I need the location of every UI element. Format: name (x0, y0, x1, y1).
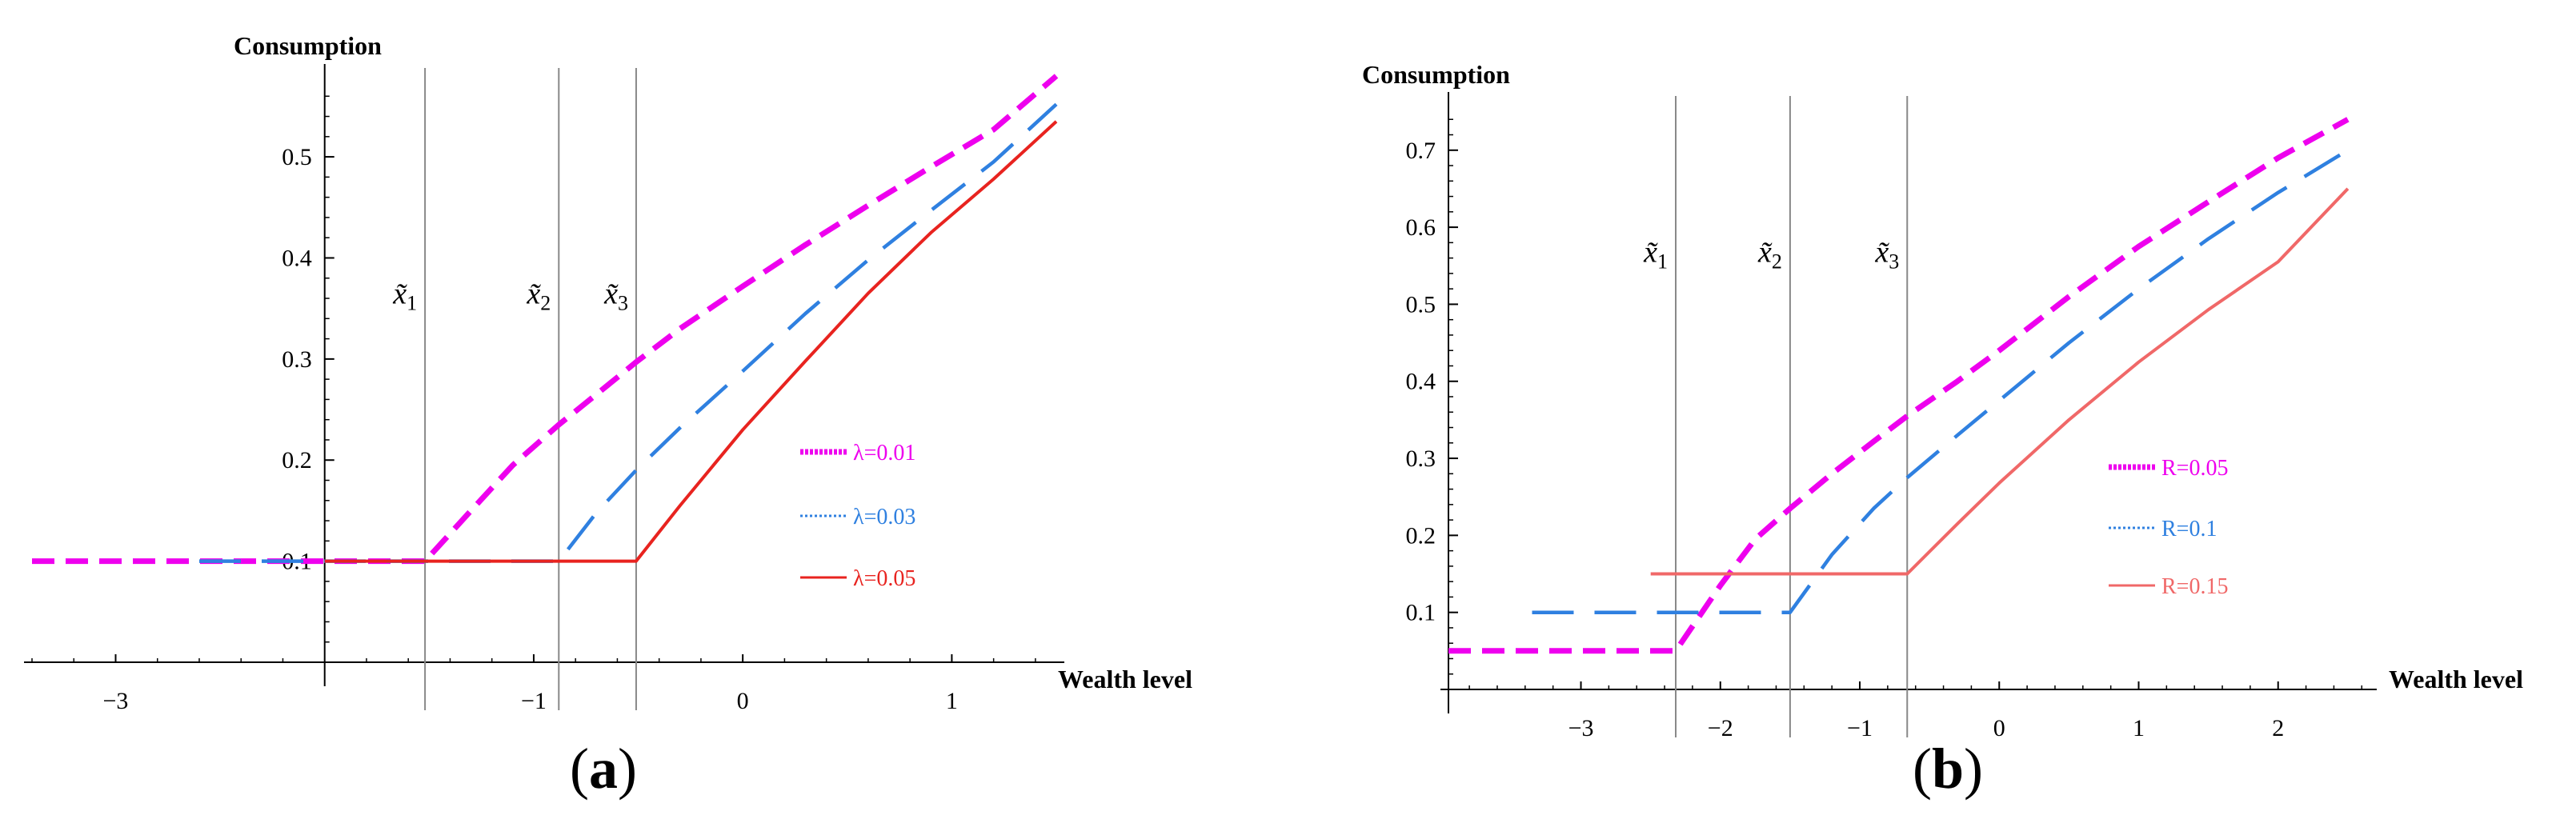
caption-b-letter: b (1931, 737, 1965, 801)
y-tick-label: 0.2 (282, 447, 312, 473)
threshold-label: x̃3 (1874, 235, 1899, 273)
threshold-label: x̃2 (1757, 235, 1782, 273)
x-tick-label: −3 (103, 688, 129, 714)
caption-a: (a) (570, 736, 637, 802)
caption-b-open: ( (1913, 737, 1932, 801)
y-tick-label: 0.3 (282, 346, 312, 373)
x-tick-label: 2 (2272, 715, 2284, 741)
series-line-1 (32, 74, 1059, 565)
legend-label-1: R=0.05 (2161, 456, 2228, 481)
y-tick-label: 0.5 (282, 144, 312, 170)
chart-panel-b: −3 −2 −1 0 1 2 0.1 0.2 0.3 0.4 0.5 0.6 0.7 Consumptio… (1362, 60, 2523, 741)
caption-b-close: ) (1964, 737, 1984, 801)
legend-label-1: λ=0.01 (853, 441, 915, 465)
series-line-1 (1448, 117, 2350, 654)
x-tick-label: 1 (2133, 715, 2145, 741)
caption-a-open: ( (570, 737, 589, 801)
series-line-3 (324, 120, 1058, 563)
series-line-2 (1532, 148, 2350, 614)
threshold-label: x̃3 (603, 277, 628, 314)
x-tick-label: −1 (1847, 715, 1873, 741)
caption-a-close: ) (617, 737, 637, 801)
legend-label-3: λ=0.05 (853, 566, 915, 591)
legend-label-2: R=0.1 (2161, 517, 2217, 541)
x-tick-label: −2 (1708, 715, 1733, 741)
y-tick-label: 0.4 (282, 245, 312, 271)
caption-a-letter: a (588, 737, 618, 801)
y-axis-title: Consumption (1362, 60, 1510, 89)
y-axis-title: Consumption (234, 31, 382, 60)
caption-b: (b) (1913, 736, 1983, 802)
y-tick-label: 0.6 (1406, 214, 1436, 241)
y-tick-label: 0.2 (1406, 522, 1436, 549)
y-tick-label: 0.4 (1406, 369, 1436, 395)
x-tick-label: −1 (521, 688, 547, 714)
series-line-2 (199, 102, 1058, 563)
threshold-label: x̃1 (1643, 235, 1668, 273)
series-line-3 (1650, 187, 2350, 576)
legend-label-3: R=0.15 (2161, 574, 2228, 599)
x-axis-title: Wealth level (2389, 665, 2523, 693)
threshold-label: x̃1 (392, 277, 417, 314)
y-tick-label: 0.1 (1406, 600, 1436, 626)
x-tick-label: 0 (737, 688, 749, 714)
x-tick-label: −3 (1568, 715, 1594, 741)
y-tick-label: 0.5 (1406, 291, 1436, 318)
y-tick-label: 0.7 (1406, 138, 1436, 164)
legend-label-2: λ=0.03 (853, 505, 915, 529)
y-tick-label: 0.3 (1406, 445, 1436, 472)
x-tick-label: 0 (1993, 715, 2005, 741)
x-tick-label: 1 (946, 688, 958, 714)
threshold-label: x̃2 (526, 277, 551, 314)
x-axis-title: Wealth level (1058, 665, 1192, 693)
